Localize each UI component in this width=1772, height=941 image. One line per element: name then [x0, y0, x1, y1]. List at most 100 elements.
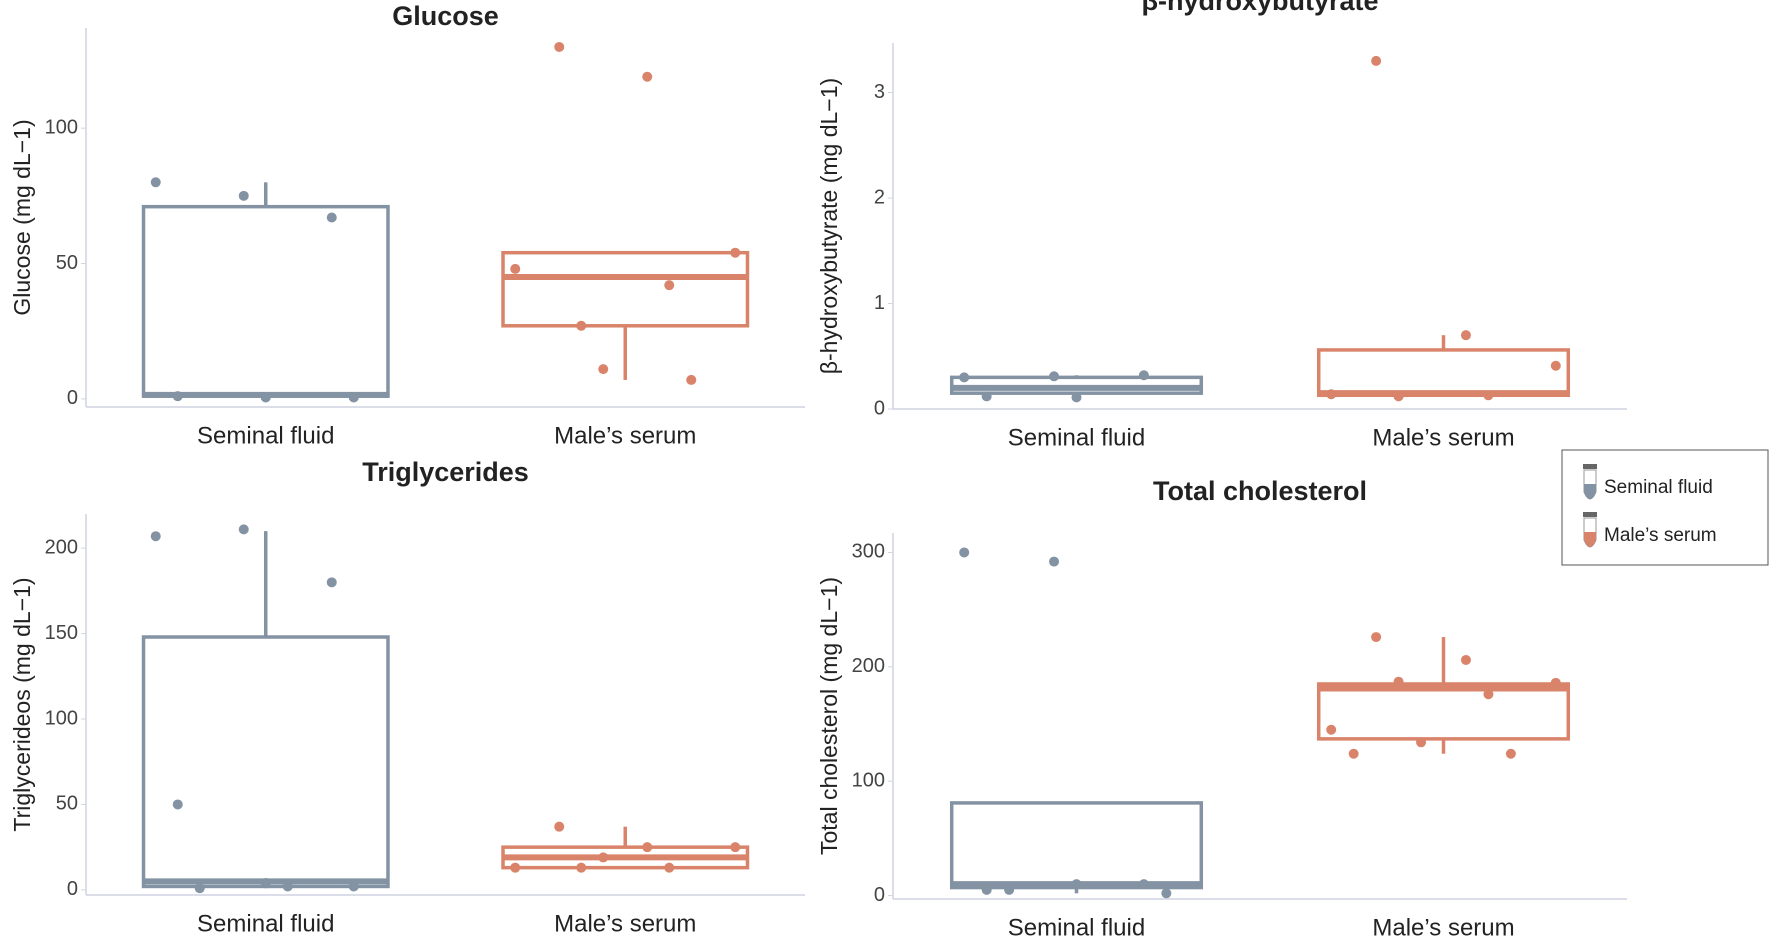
point	[1371, 55, 1382, 66]
x-tick-label: Seminal fluid	[1008, 914, 1145, 941]
point	[1004, 884, 1015, 895]
point	[326, 577, 337, 588]
point	[194, 883, 205, 894]
point	[348, 392, 359, 403]
y-axis-label: Total cholesterol (mg dL−1)	[816, 577, 842, 855]
tube-cap	[1583, 512, 1597, 517]
y-tick-label: 0	[67, 387, 78, 409]
legend: Seminal fluid Male’s serum	[1561, 449, 1769, 566]
point	[172, 391, 183, 402]
y-tick-label: 200	[45, 536, 78, 558]
x-tick-label: Male’s serum	[554, 422, 696, 449]
y-tick-label: 200	[852, 655, 885, 677]
point	[664, 862, 675, 873]
point	[981, 884, 992, 895]
box	[501, 250, 750, 328]
point	[598, 852, 609, 863]
legend-label: Male’s serum	[1604, 525, 1717, 546]
point	[172, 799, 183, 810]
point	[1326, 724, 1337, 735]
point	[1393, 391, 1404, 402]
point	[1505, 748, 1516, 759]
point	[554, 41, 565, 52]
y-axis-label: Triglycerideos (mg dL−1)	[9, 577, 35, 831]
point	[326, 212, 337, 223]
y-axis-label: β-hydroxybutyrate (mg dL−1)	[816, 78, 842, 374]
box-group	[501, 41, 750, 385]
chart-title: Glucose	[392, 1, 499, 31]
point	[1483, 689, 1494, 700]
point	[238, 190, 249, 201]
point	[1550, 360, 1561, 371]
point	[1550, 677, 1561, 688]
point	[510, 862, 521, 873]
box	[141, 635, 390, 889]
y-tick-label: 0	[67, 878, 78, 900]
chart-title: β-hydroxybutyrate	[1141, 0, 1378, 16]
y-tick-label: 150	[45, 622, 78, 644]
y-tick-label: 300	[852, 541, 885, 563]
point	[1326, 389, 1337, 400]
point	[1138, 370, 1149, 381]
y-tick-label: 0	[874, 884, 885, 906]
box-group	[141, 177, 390, 403]
y-axis-label: Glucose (mg dL−1)	[9, 119, 35, 315]
point	[959, 372, 970, 383]
point	[598, 364, 609, 375]
x-tick-label: Seminal fluid	[1008, 424, 1145, 451]
point	[282, 881, 293, 892]
point	[1416, 737, 1427, 748]
point	[554, 821, 565, 832]
y-tick-label: 0	[874, 397, 885, 419]
point	[260, 878, 271, 889]
legend-box	[1561, 449, 1769, 566]
point	[642, 71, 653, 82]
point	[576, 320, 587, 331]
y-tick-label: 2	[874, 186, 885, 208]
point	[576, 862, 587, 873]
point	[1071, 392, 1082, 403]
box	[141, 204, 390, 398]
point	[238, 524, 249, 535]
point	[730, 842, 741, 853]
x-tick-label: Male’s serum	[1372, 424, 1514, 451]
point	[1071, 879, 1082, 890]
y-tick-label: 100	[45, 707, 78, 729]
point	[348, 881, 359, 892]
box-group	[141, 524, 390, 894]
x-tick-label: Male’s serum	[554, 910, 696, 937]
point	[1460, 330, 1471, 341]
chart-title: Triglycerides	[362, 457, 529, 487]
x-tick-label: Seminal fluid	[197, 910, 334, 937]
box-group	[949, 547, 1204, 899]
legend-label: Seminal fluid	[1604, 477, 1713, 498]
y-tick-label: 1	[874, 292, 885, 314]
point	[150, 531, 161, 542]
point	[959, 547, 970, 558]
point	[1393, 676, 1404, 687]
point	[1049, 556, 1060, 567]
y-tick-label: 3	[874, 81, 885, 103]
y-tick-label: 100	[852, 769, 885, 791]
point	[664, 280, 675, 291]
point	[1348, 748, 1359, 759]
point	[510, 263, 521, 274]
point	[1049, 371, 1060, 382]
chart-title: Total cholesterol	[1153, 476, 1367, 506]
point	[1138, 879, 1149, 890]
point	[730, 247, 741, 258]
box-group	[949, 370, 1204, 403]
box-group	[1316, 632, 1571, 759]
point	[1483, 390, 1494, 401]
box	[1316, 682, 1571, 741]
y-tick-label: 50	[56, 793, 78, 815]
point	[981, 391, 992, 402]
x-tick-label: Male’s serum	[1372, 914, 1514, 941]
point	[260, 392, 271, 403]
tube-fill	[1584, 484, 1596, 499]
box-group	[501, 821, 750, 873]
point	[1460, 654, 1471, 665]
y-tick-label: 50	[56, 252, 78, 274]
tube-cap	[1583, 464, 1597, 469]
